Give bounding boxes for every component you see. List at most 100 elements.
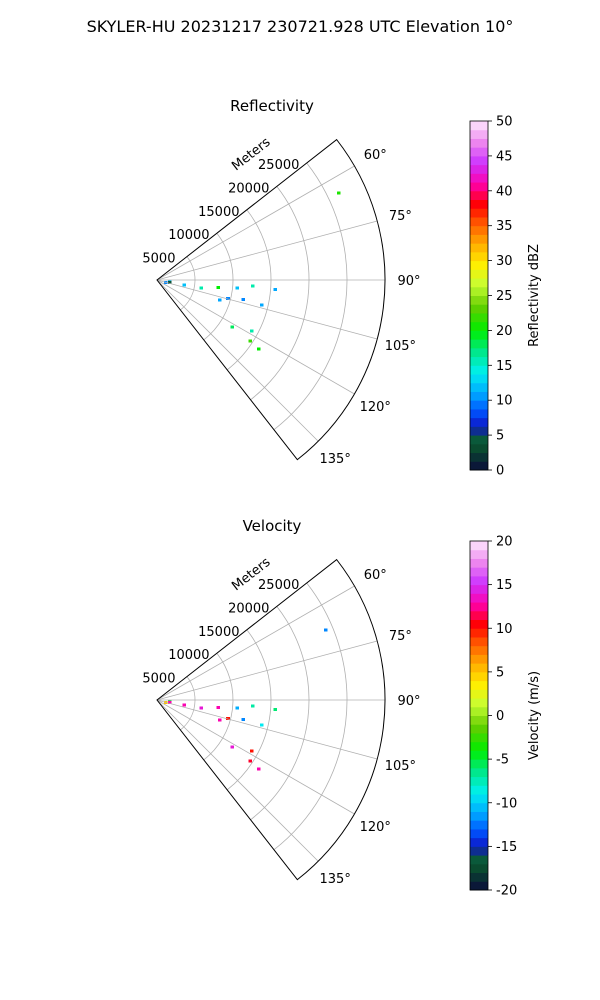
- colorbar-segment: [470, 251, 488, 262]
- colorbar-segment: [470, 304, 488, 314]
- colorbar-segment: [470, 164, 488, 174]
- colorbar-segment: [470, 374, 488, 384]
- colorbar-segment: [470, 820, 488, 830]
- colorbar-segment: [470, 689, 488, 699]
- range-ring: [180, 676, 196, 731]
- colorbar-segment: [470, 147, 488, 157]
- range-ring: [203, 652, 234, 761]
- colorbar-segment: [470, 828, 488, 839]
- colorbar-tick-label: -20: [496, 884, 517, 899]
- azimuth-tick-label: 135°: [320, 452, 351, 467]
- colorbar-segment: [470, 199, 488, 209]
- azimuth-tick-label: 120°: [360, 400, 391, 415]
- colorbar-tick-label: 45: [496, 149, 513, 164]
- azimuth-spoke: [156, 220, 378, 281]
- colorbar-segment: [470, 452, 488, 462]
- azimuth-spoke: [156, 585, 355, 701]
- colorbar-segment: [470, 863, 488, 874]
- colorbar-segment: [470, 182, 488, 192]
- colorbar-segment: [470, 855, 488, 865]
- polar-frame: [156, 138, 386, 461]
- echo-cell: [199, 286, 203, 290]
- range-tick-label: 10000: [168, 648, 209, 663]
- colorbar-segment: [470, 269, 488, 279]
- polar-frame: [156, 558, 386, 881]
- colorbar-tick-label: -5: [496, 753, 509, 768]
- echo-layer: [164, 628, 328, 771]
- colorbar-tick-label: 5: [496, 429, 504, 444]
- range-ring: [273, 582, 348, 851]
- range-tick-label: 25000: [258, 578, 299, 593]
- colorbar-segment: [470, 225, 488, 235]
- colorbar-segment: [470, 312, 488, 323]
- echo-cell: [182, 703, 186, 707]
- echo-cell: [260, 303, 264, 307]
- colorbar-segment: [470, 715, 488, 725]
- azimuth-tick-label: 135°: [320, 872, 351, 887]
- colorbar-segment: [470, 400, 488, 410]
- azimuth-tick-label: 75°: [389, 209, 412, 224]
- echo-cell: [248, 759, 252, 763]
- echo-cell: [251, 284, 255, 288]
- range-tick-label: 25000: [258, 158, 299, 173]
- colorbar-tick-label: 15: [496, 359, 513, 374]
- colorbar-label: Reflectivity dBZ: [527, 244, 542, 347]
- azimuth-spoke: [156, 279, 319, 442]
- azimuth-spoke: [156, 165, 355, 281]
- colorbar-segment: [470, 567, 488, 577]
- azimuth-tick-label: 105°: [385, 759, 416, 774]
- echo-cell: [257, 767, 261, 771]
- colorbar-segment: [470, 732, 488, 743]
- range-ring: [226, 209, 272, 371]
- colorbar-tick-label: 50: [496, 115, 513, 130]
- colorbar-tick-label: -10: [496, 796, 517, 811]
- colorbar: -20 -15 -10 -5 0 5 10 15 20 Velocity (m/s): [469, 535, 542, 899]
- colorbar-segment: [470, 382, 488, 392]
- colorbar-segment: [470, 365, 488, 375]
- colorbar-segment: [470, 767, 488, 778]
- echo-cell: [250, 749, 254, 753]
- colorbar-tick-label: 10: [496, 622, 513, 637]
- colorbar-segment: [470, 776, 488, 786]
- range-tick-label: 15000: [198, 205, 239, 220]
- range-ring: [273, 162, 348, 431]
- colorbar-segment: [470, 286, 488, 296]
- colorbar-segment: [470, 759, 488, 769]
- echo-cell: [226, 297, 230, 300]
- colorbar-segment: [470, 558, 488, 568]
- echo-cell: [218, 718, 222, 722]
- colorbar-segment: [470, 443, 488, 454]
- colorbar-segment: [470, 435, 488, 445]
- colorbar-segment: [470, 408, 488, 419]
- colorbar-segment: [470, 724, 488, 734]
- colorbar-segment: [470, 155, 488, 166]
- colorbar-segment: [470, 671, 488, 682]
- panels: Reflectivity500010000150002000025000Mete…: [142, 97, 542, 899]
- colorbar-tick-label: 35: [496, 219, 513, 234]
- colorbar-segment: [470, 575, 488, 586]
- colorbar-segment: [470, 628, 488, 638]
- colorbar-segment: [470, 636, 488, 647]
- colorbar-label: Velocity (m/s): [527, 671, 542, 760]
- colorbar-tick-label: 30: [496, 254, 513, 269]
- echo-cell: [337, 191, 341, 195]
- azimuth-tick-label: 120°: [360, 820, 391, 835]
- echo-cell: [226, 717, 230, 720]
- range-tick-label: 5000: [142, 252, 175, 267]
- colorbar-segment: [470, 260, 488, 270]
- range-tick-label: 10000: [168, 228, 209, 243]
- azimuth-tick-label: 90°: [397, 694, 420, 709]
- colorbar-segment: [470, 872, 488, 882]
- colorbar-segment: [470, 654, 488, 664]
- colorbar-segment: [470, 881, 488, 891]
- colorbar-segment: [470, 811, 488, 821]
- colorbar-segment: [470, 541, 488, 551]
- range-tick-label: 5000: [142, 672, 175, 687]
- colorbar-segment: [470, 234, 488, 244]
- echo-cell: [273, 708, 277, 711]
- colorbar-segment: [470, 138, 488, 148]
- colorbar-segment: [470, 321, 488, 331]
- echo-cell: [260, 723, 264, 727]
